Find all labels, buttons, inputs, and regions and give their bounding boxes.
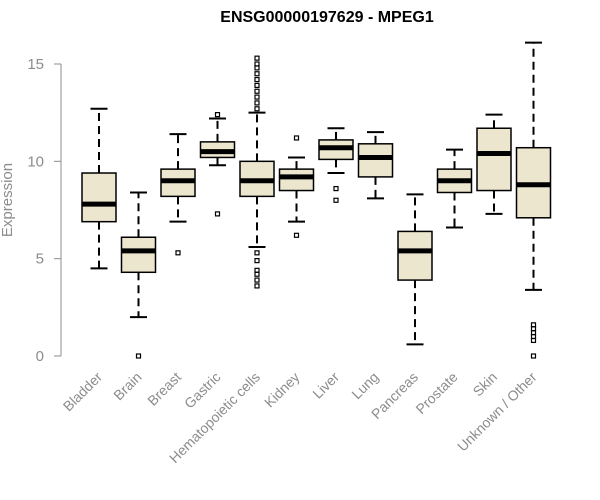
outlier-point [293, 232, 300, 238]
y-tick-label: 5 [36, 251, 44, 268]
outlier-point [214, 211, 221, 217]
y-tick-label: 10 [27, 153, 44, 170]
iqr-box [397, 230, 433, 281]
iqr-box [357, 143, 394, 178]
iqr-box [476, 127, 512, 192]
outlier-point [254, 76, 260, 83]
outlier-point [254, 94, 260, 100]
outlier-point [254, 250, 260, 256]
outlier-point [254, 61, 260, 67]
iqr-box [278, 168, 315, 192]
box-bladder [81, 107, 117, 270]
boxes-group [81, 41, 552, 359]
outlier-point [254, 283, 260, 289]
iqr-box [120, 236, 157, 274]
box-brain [120, 191, 157, 359]
box-liver [318, 127, 354, 203]
outlier-point [254, 55, 260, 61]
outlier-point [293, 135, 300, 141]
outlier-point [214, 112, 221, 118]
outlier-point [254, 71, 260, 77]
iqr-box [81, 172, 117, 223]
outlier-point [254, 277, 260, 283]
x-category-label: Breast [144, 369, 184, 409]
y-tick-label: 15 [27, 56, 44, 73]
x-category-label: Bladder [60, 369, 106, 415]
x-category-label: Kidney [261, 369, 303, 411]
outlier-point [333, 185, 339, 192]
x-category-label: Skin [470, 369, 501, 400]
box-skin [476, 113, 512, 215]
outlier-point [254, 88, 260, 94]
y-axis-label: Expression [0, 163, 16, 237]
outlier-point [175, 250, 181, 256]
box-breast [160, 133, 196, 256]
chart-title: ENSG00000197629 - MPEG1 [220, 9, 434, 26]
box-kidney [278, 135, 315, 238]
outlier-point [530, 353, 537, 359]
box-gastric [199, 112, 236, 217]
outlier-point [254, 100, 260, 106]
y-tick-label: 0 [36, 348, 44, 365]
box-prostate [436, 148, 473, 229]
outlier-point [254, 258, 260, 264]
x-category-label: Liver [309, 369, 342, 402]
box-pancreas [397, 193, 433, 346]
y-axis: 0 5 10 15 [27, 56, 62, 365]
x-category-label: Prostate [412, 369, 460, 417]
outlier-point [530, 322, 537, 328]
box-lung [357, 131, 394, 200]
x-category-label: Lung [348, 369, 381, 402]
outlier-point [254, 106, 260, 112]
box-unknown-other [515, 41, 552, 359]
outlier-point [135, 353, 142, 359]
outlier-point [254, 267, 260, 273]
outlier-point [254, 82, 260, 89]
box-hematopoietic-cells [239, 55, 275, 289]
outlier-point [333, 197, 339, 203]
x-category-label: Brain [110, 369, 144, 403]
